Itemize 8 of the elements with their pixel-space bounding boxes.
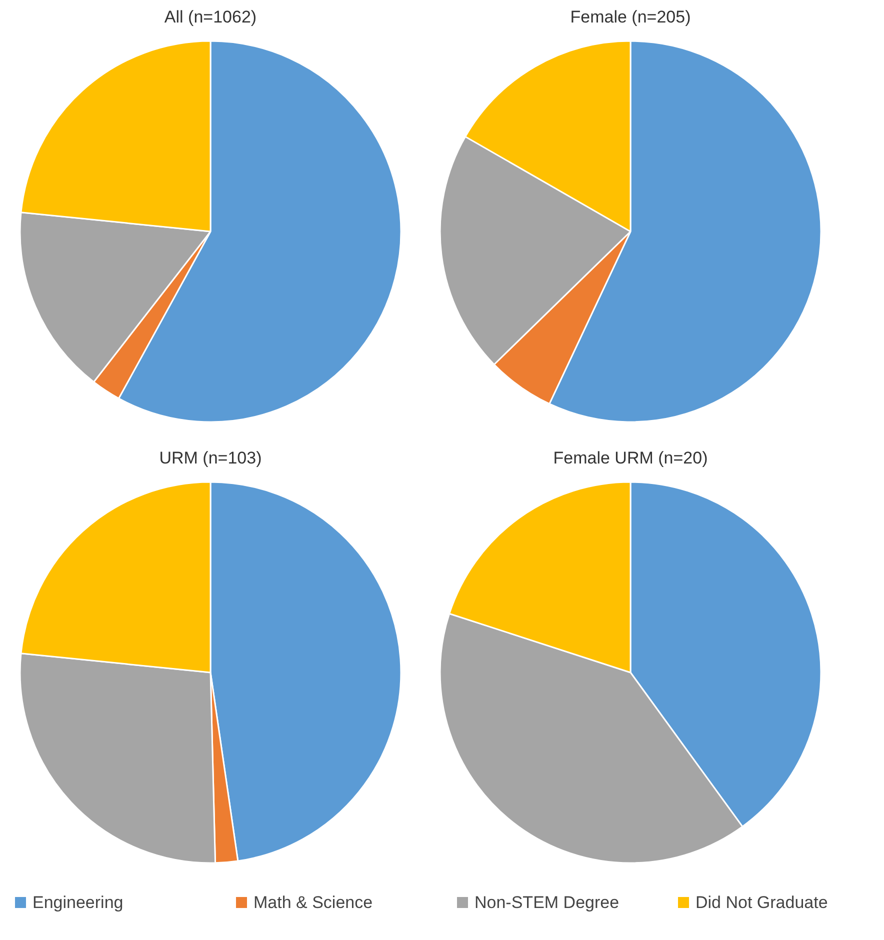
chart-title: Female URM (n=20) xyxy=(553,448,708,468)
chart-title: All (n=1062) xyxy=(164,8,257,26)
legend-label: Did Not Graduate xyxy=(696,893,828,912)
chart-title: Female (n=205) xyxy=(570,8,691,26)
chart-title: URM (n=103) xyxy=(159,448,262,468)
legend-label: Math & Science xyxy=(254,893,373,912)
legend-label: Non-STEM Degree xyxy=(474,893,620,912)
legend-label: Engineering xyxy=(32,893,124,912)
